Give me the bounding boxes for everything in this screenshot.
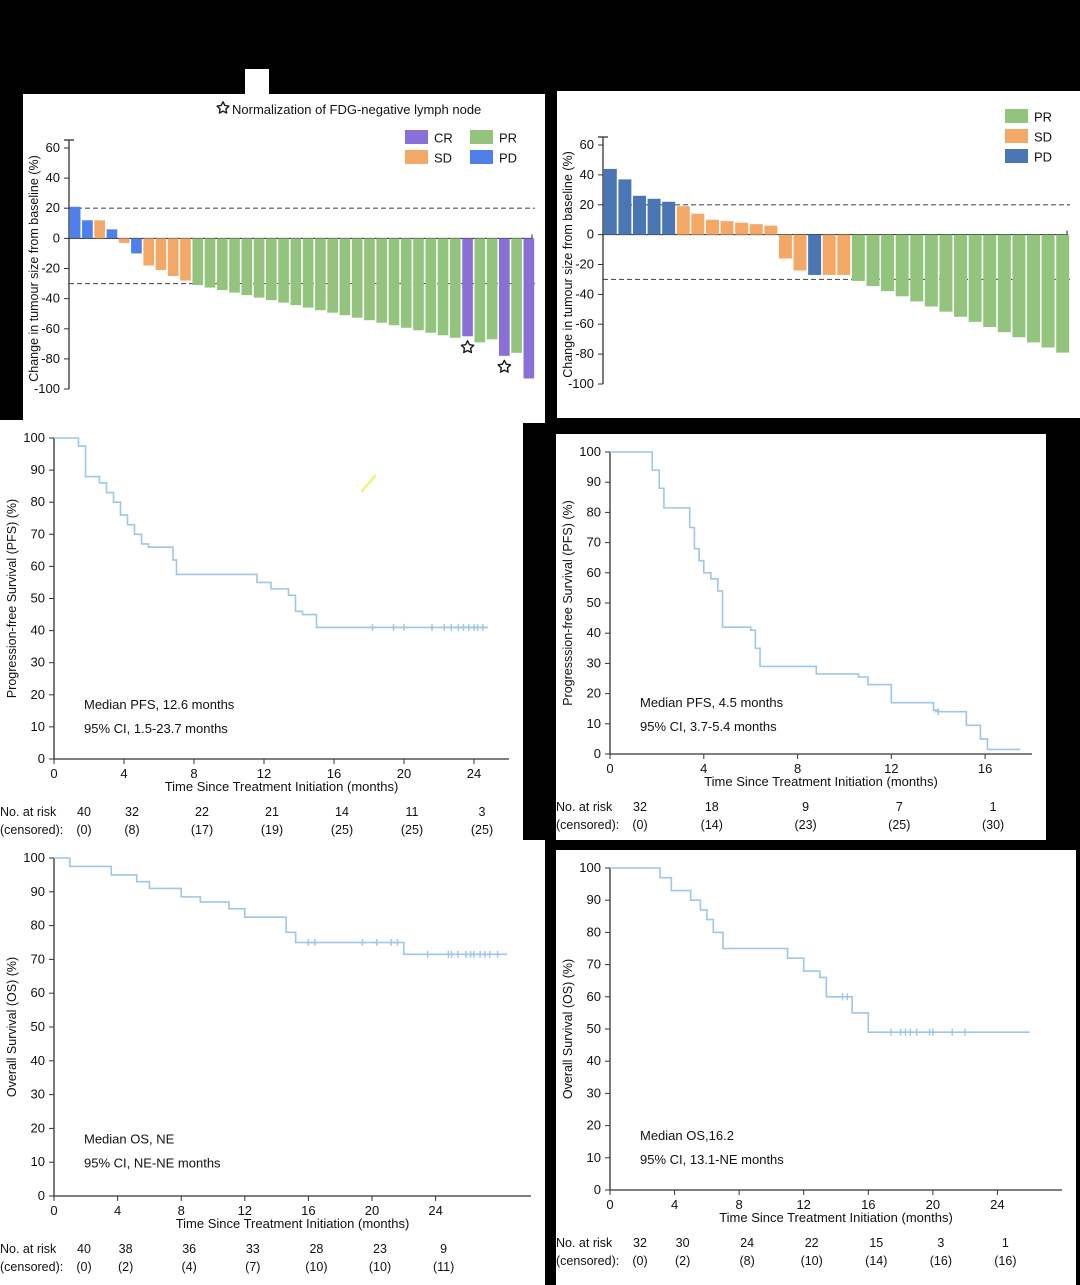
svg-text:Overall Survival (OS) (%): Overall Survival (OS) (%) bbox=[561, 959, 575, 1099]
svg-text:90: 90 bbox=[587, 474, 601, 489]
svg-text:50: 50 bbox=[31, 1019, 45, 1034]
svg-text:-20: -20 bbox=[41, 261, 60, 276]
svg-text:PD: PD bbox=[499, 151, 517, 166]
svg-text:40: 40 bbox=[580, 167, 594, 182]
svg-text:40: 40 bbox=[31, 1053, 45, 1068]
svg-text:10: 10 bbox=[587, 1150, 601, 1165]
svg-text:80: 80 bbox=[31, 494, 45, 509]
svg-text:CR: CR bbox=[434, 131, 453, 146]
svg-text:4: 4 bbox=[114, 1203, 121, 1218]
svg-text:Progression-free Survival (PFS: Progression-free Survival (PFS) (%) bbox=[5, 499, 19, 698]
svg-text:10: 10 bbox=[31, 719, 45, 734]
svg-text:0: 0 bbox=[50, 766, 57, 781]
svg-text:40: 40 bbox=[46, 170, 60, 185]
svg-text:20: 20 bbox=[31, 687, 45, 702]
svg-text:95% CI, 13.1-NE months: 95% CI, 13.1-NE months bbox=[640, 1152, 784, 1167]
svg-text:Overall Survival (OS) (%): Overall Survival (OS) (%) bbox=[5, 957, 19, 1097]
svg-text:0: 0 bbox=[587, 227, 594, 242]
svg-text:Time Since Treatment Initiatio: Time Since Treatment Initiation (months) bbox=[165, 779, 399, 794]
svg-text:Median PFS, 4.5 months: Median PFS, 4.5 months bbox=[640, 695, 784, 710]
svg-text:Time Since Treatment Initiatio: Time Since Treatment Initiation (months) bbox=[719, 1210, 953, 1225]
svg-text:30: 30 bbox=[587, 1085, 601, 1100]
svg-text:Normalization of FDG-negative: Normalization of FDG-negative lymph node bbox=[232, 102, 481, 117]
svg-text:0: 0 bbox=[594, 1182, 601, 1197]
svg-text:0: 0 bbox=[38, 751, 45, 766]
svg-text:20: 20 bbox=[580, 197, 594, 212]
svg-text:70: 70 bbox=[31, 526, 45, 541]
svg-text:-60: -60 bbox=[575, 316, 594, 331]
svg-text:20: 20 bbox=[587, 1118, 601, 1133]
svg-text:Median OS,16.2: Median OS,16.2 bbox=[640, 1128, 734, 1143]
svg-text:4: 4 bbox=[120, 766, 127, 781]
svg-text:20: 20 bbox=[46, 200, 60, 215]
svg-text:-20: -20 bbox=[575, 257, 594, 272]
svg-text:-80: -80 bbox=[575, 346, 594, 361]
svg-text:10: 10 bbox=[31, 1154, 45, 1169]
svg-text:Progresssion-free Survival (PF: Progresssion-free Survival (PFS) (%) bbox=[561, 500, 575, 706]
svg-text:50: 50 bbox=[587, 1021, 601, 1036]
svg-text:SD: SD bbox=[434, 151, 452, 166]
svg-text:4: 4 bbox=[671, 1197, 678, 1212]
svg-text:100: 100 bbox=[579, 444, 601, 459]
svg-text:50: 50 bbox=[31, 591, 45, 606]
svg-text:95% CI, NE-NE months: 95% CI, NE-NE months bbox=[84, 1156, 221, 1171]
svg-text:40: 40 bbox=[587, 625, 601, 640]
svg-text:Median OS, NE: Median OS, NE bbox=[84, 1132, 175, 1147]
svg-text:50: 50 bbox=[587, 595, 601, 610]
svg-text:60: 60 bbox=[580, 137, 594, 152]
svg-text:90: 90 bbox=[31, 884, 45, 899]
svg-text:0: 0 bbox=[606, 761, 613, 776]
svg-text:40: 40 bbox=[587, 1053, 601, 1068]
svg-text:20: 20 bbox=[397, 766, 411, 781]
svg-text:PR: PR bbox=[1034, 110, 1052, 125]
svg-text:95% CI, 1.5-23.7 months: 95% CI, 1.5-23.7 months bbox=[84, 721, 228, 736]
svg-text:30: 30 bbox=[31, 655, 45, 670]
svg-text:90: 90 bbox=[587, 892, 601, 907]
svg-text:16: 16 bbox=[978, 761, 992, 776]
svg-text:-40: -40 bbox=[41, 291, 60, 306]
svg-text:80: 80 bbox=[587, 504, 601, 519]
svg-text:20: 20 bbox=[587, 686, 601, 701]
svg-text:80: 80 bbox=[587, 924, 601, 939]
svg-text:20: 20 bbox=[31, 1120, 45, 1135]
svg-text:Change in tumour size from bas: Change in tumour size from baseline (%) bbox=[27, 155, 41, 382]
svg-text:100: 100 bbox=[23, 430, 45, 445]
svg-text:30: 30 bbox=[587, 655, 601, 670]
svg-text:Change in tumour size from bas: Change in tumour size from baseline (%) bbox=[561, 151, 575, 378]
svg-text:0: 0 bbox=[38, 1188, 45, 1203]
svg-text:100: 100 bbox=[579, 860, 601, 875]
svg-text:-40: -40 bbox=[575, 286, 594, 301]
svg-text:70: 70 bbox=[31, 951, 45, 966]
svg-text:90: 90 bbox=[31, 462, 45, 477]
svg-text:40: 40 bbox=[31, 623, 45, 638]
svg-text:PD: PD bbox=[1034, 150, 1052, 165]
svg-text:SD: SD bbox=[1034, 130, 1052, 145]
svg-text:24: 24 bbox=[467, 766, 481, 781]
svg-text:60: 60 bbox=[31, 558, 45, 573]
svg-text:0: 0 bbox=[606, 1197, 613, 1212]
svg-text:95% CI, 3.7-5.4 months: 95% CI, 3.7-5.4 months bbox=[640, 719, 777, 734]
svg-text:PR: PR bbox=[499, 131, 517, 146]
svg-text:0: 0 bbox=[50, 1203, 57, 1218]
svg-text:60: 60 bbox=[31, 985, 45, 1000]
svg-text:-100: -100 bbox=[34, 381, 60, 396]
svg-text:100: 100 bbox=[23, 850, 45, 865]
svg-text:Time Since Treatment Initiatio: Time Since Treatment Initiation (months) bbox=[704, 774, 938, 789]
svg-text:70: 70 bbox=[587, 535, 601, 550]
svg-text:60: 60 bbox=[587, 565, 601, 580]
svg-text:10: 10 bbox=[587, 716, 601, 731]
svg-text:24: 24 bbox=[990, 1197, 1004, 1212]
svg-text:30: 30 bbox=[31, 1087, 45, 1102]
svg-text:0: 0 bbox=[594, 746, 601, 761]
svg-text:24: 24 bbox=[428, 1203, 442, 1218]
svg-text:0: 0 bbox=[53, 230, 60, 245]
svg-text:60: 60 bbox=[46, 140, 60, 155]
svg-text:80: 80 bbox=[31, 918, 45, 933]
svg-text:Median PFS, 12.6 months: Median PFS, 12.6 months bbox=[84, 697, 235, 712]
svg-text:Time Since Treatment Initiatio: Time Since Treatment Initiation (months) bbox=[176, 1216, 410, 1231]
svg-text:-80: -80 bbox=[41, 351, 60, 366]
svg-text:-60: -60 bbox=[41, 321, 60, 336]
svg-text:70: 70 bbox=[587, 957, 601, 972]
svg-text:60: 60 bbox=[587, 989, 601, 1004]
